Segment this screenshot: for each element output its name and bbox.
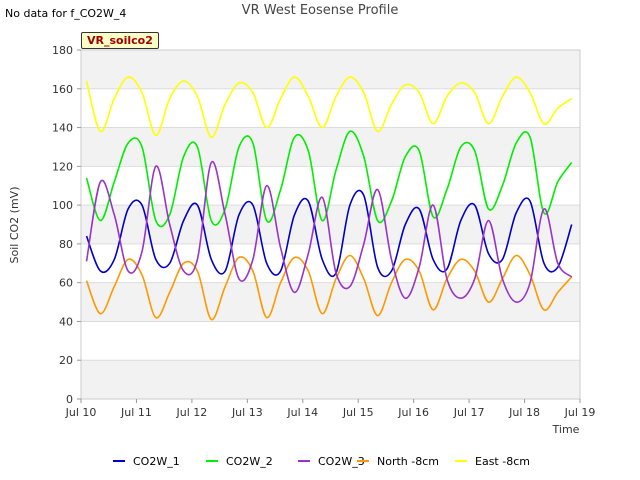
- y-axis-ticks: 0 20 40 60 80 100 120 140 160 180: [52, 44, 81, 406]
- plot-band: [81, 50, 580, 89]
- series-line-co2w-1: [85, 189, 573, 278]
- site-badge: VR_soilco2: [81, 32, 159, 49]
- y-tick-label: 20: [59, 354, 73, 367]
- y-tick-label: 160: [52, 83, 73, 96]
- legend: CO2W_1 CO2W_2 CO2W_3 North -8cm East -8cm: [113, 455, 530, 468]
- series-line-co2w-2: [85, 130, 573, 228]
- legend-label: CO2W_2: [226, 455, 273, 468]
- x-axis-label: Time: [552, 423, 580, 436]
- plot-band: [81, 127, 580, 167]
- legend-label: CO2W_3: [318, 455, 365, 468]
- y-tick-label: 40: [59, 315, 73, 328]
- x-axis-ticks: Jul 10 Jul 11 Jul 12 Jul 13 Jul 14 Jul 15 Jul …: [65, 399, 596, 419]
- x-tick-label: Jul 13: [231, 406, 263, 419]
- y-tick-label: 0: [66, 393, 73, 406]
- x-tick-label: Jul 11: [120, 406, 152, 419]
- x-tick-label: Jul 14: [286, 406, 318, 419]
- legend-label: CO2W_1: [133, 455, 180, 468]
- series-line-co2w-3: [85, 160, 573, 303]
- y-tick-label: 140: [52, 122, 73, 135]
- y-axis-label: Soil CO2 (mV): [8, 187, 21, 264]
- series-line-north-8cm: [85, 254, 573, 321]
- x-tick-label: Jul 12: [176, 406, 208, 419]
- grid-lines: [81, 49, 580, 400]
- plot-band: [81, 282, 580, 322]
- y-tick-label: 60: [59, 277, 73, 290]
- x-tick-label: Jul 19: [564, 406, 596, 419]
- chart-title: VR West Eosense Profile: [241, 3, 399, 18]
- x-tick-label: Jul 10: [65, 406, 97, 419]
- no-data-notice: No data for f_CO2W_4: [5, 7, 127, 20]
- y-tick-label: 180: [52, 44, 73, 57]
- legend-label: North -8cm: [377, 455, 439, 468]
- x-tick-label: Jul 17: [453, 406, 485, 419]
- legend-label: East -8cm: [475, 455, 530, 468]
- series-lines: [85, 76, 573, 321]
- plot-frame: [80, 49, 581, 400]
- x-tick-label: Jul 15: [342, 406, 374, 419]
- plot-bands: [81, 50, 580, 399]
- y-tick-label: 80: [59, 238, 73, 251]
- x-tick-label: Jul 18: [508, 406, 540, 419]
- x-tick-label: Jul 16: [397, 406, 429, 419]
- y-tick-label: 120: [52, 160, 73, 173]
- plot-band: [81, 360, 580, 399]
- series-line-east-8cm: [85, 76, 573, 139]
- y-tick-label: 100: [52, 199, 73, 212]
